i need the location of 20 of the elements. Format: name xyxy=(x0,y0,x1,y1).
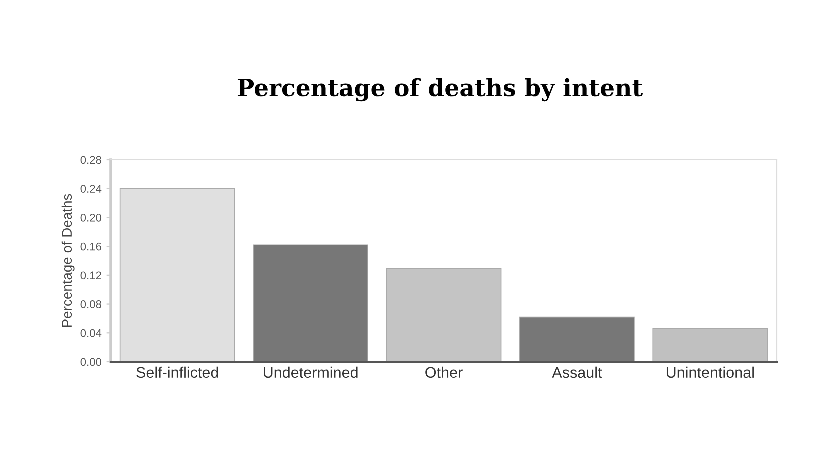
y-tick-label: 0.16 xyxy=(80,242,102,251)
bar xyxy=(652,328,768,362)
x-tick-label: Other xyxy=(426,366,463,378)
bar xyxy=(386,268,502,362)
bar xyxy=(253,244,368,362)
y-tick-label: 0.20 xyxy=(80,214,102,222)
chart-title: Percentage of deaths by intent xyxy=(238,78,644,102)
bar xyxy=(120,188,236,362)
y-tick-label: 0.12 xyxy=(80,272,102,280)
y-tick-label: 0.04 xyxy=(80,329,102,338)
bar xyxy=(520,316,635,362)
x-tick-label: Undetermined xyxy=(264,366,358,378)
y-tick-label: 0.00 xyxy=(80,358,102,366)
y-axis-title: Percentage of Deaths xyxy=(62,194,75,328)
x-tick-label: Assault xyxy=(552,366,602,378)
y-tick-label: 0.28 xyxy=(80,156,102,164)
x-tick-label: Unintentional xyxy=(666,366,754,378)
x-tick-label: Self-inflicted xyxy=(136,366,218,378)
y-tick-label: 0.08 xyxy=(80,300,102,308)
y-tick-label: 0.24 xyxy=(80,185,102,193)
